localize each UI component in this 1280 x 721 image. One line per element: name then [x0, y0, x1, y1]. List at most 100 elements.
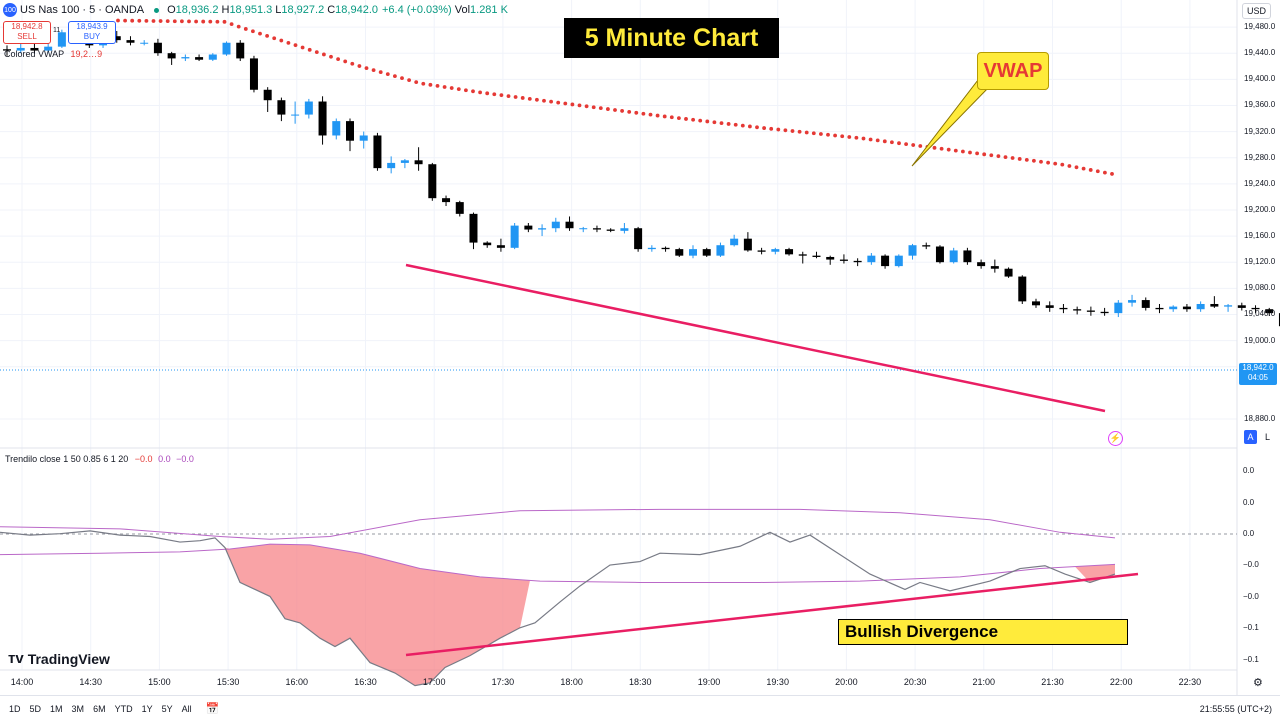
vwap-dot [591, 105, 596, 110]
current-price-tag: 18,942.0 04:05 [1239, 363, 1277, 385]
vwap-dot [996, 154, 1001, 159]
lightning-icon[interactable]: ⚡ [1108, 431, 1123, 446]
vwap-dot [939, 146, 944, 151]
candle-body [153, 42, 162, 54]
candle-body [647, 247, 656, 250]
vwap-dot [882, 139, 887, 144]
sell-price: 18,942.8 [11, 22, 43, 31]
time-tick-label: 17:00 [422, 677, 446, 687]
vwap-dot [215, 19, 220, 24]
candle-body [716, 245, 725, 256]
log-scale-button[interactable]: L [1264, 432, 1270, 442]
range-button[interactable]: 5Y [161, 703, 173, 714]
candle-body [702, 249, 711, 256]
candle-body [812, 255, 821, 257]
candle-body [1224, 305, 1233, 307]
vwap-dot [208, 19, 213, 24]
trendilo-title: Trendilo close 1 50 0.85 6 1 20 [5, 454, 129, 464]
vwap-indicator-legend[interactable]: Colored VWAP 19,2…9 [4, 49, 102, 59]
trendilo-legend[interactable]: Trendilo close 1 50 0.85 6 1 20 −0.0 0.0… [5, 454, 194, 464]
vwap-dot [1081, 166, 1086, 171]
chart-title-annotation: 5 Minute Chart [564, 18, 779, 58]
candle-body [771, 249, 780, 252]
candle-body [455, 202, 464, 214]
vwap-dot [613, 108, 617, 112]
range-button[interactable]: 5D [29, 703, 42, 714]
vwap-dot [258, 31, 262, 36]
vwap-dot [577, 103, 582, 108]
auto-scale-button[interactable]: A [1244, 430, 1257, 444]
vwap-dot [357, 64, 362, 68]
range-button[interactable]: YTD [114, 703, 133, 714]
buy-button[interactable]: 18,943.9 BUY [68, 21, 116, 44]
candle-body [400, 160, 409, 163]
calendar-icon[interactable]: 📅 [205, 703, 220, 715]
time-tick-label: 20:00 [835, 677, 858, 687]
vwap-dot [236, 24, 241, 29]
trendilo-oscillator-line [0, 530, 1116, 687]
range-button[interactable]: 1D [9, 703, 21, 714]
candle-body [592, 228, 601, 230]
time-tick-label: 21:30 [1041, 677, 1064, 687]
candle-body [922, 245, 931, 247]
vwap-dot [371, 68, 376, 72]
candle-body [1018, 276, 1027, 302]
symbol-icon: 100 [3, 3, 17, 17]
vwap-dot [1024, 157, 1029, 162]
candle-body [881, 255, 890, 267]
range-button[interactable]: 1M [50, 703, 63, 714]
settings-gear-icon[interactable]: ⚙ [1253, 677, 1263, 689]
price-tick-label: 18,880.0 [1244, 413, 1276, 423]
price-tick-label: 19,480.0 [1244, 22, 1276, 32]
vwap-dot [705, 119, 710, 124]
candle-body [332, 121, 341, 136]
vwap-dot [1074, 165, 1079, 170]
range-button[interactable]: 1Y [141, 703, 153, 714]
vwap-dot [144, 18, 149, 23]
vwap-dot [968, 150, 972, 155]
vwap-dot [407, 78, 411, 83]
range-button[interactable]: All [181, 703, 192, 714]
candle-body [304, 101, 313, 115]
vwap-dot [868, 137, 873, 142]
candle-body [167, 53, 176, 59]
tradingview-logo: ᴛᴠ TradingView [8, 650, 110, 667]
sell-button[interactable]: 18,942.8 SELL [3, 21, 51, 44]
vwap-dot [556, 100, 561, 105]
vwap-dot [684, 117, 688, 121]
candle-body [757, 250, 766, 252]
vwap-dot [229, 22, 234, 27]
vwap-dot [329, 54, 333, 59]
candle-body [1004, 268, 1013, 277]
range-button[interactable]: 6M [93, 703, 106, 714]
candle-body [867, 255, 876, 263]
candle-body [126, 40, 135, 43]
candle-body [414, 160, 423, 165]
vwap-dot [875, 138, 880, 143]
time-tick-label: 16:30 [354, 677, 377, 687]
range-button[interactable]: 3M [71, 703, 85, 714]
currency-selector[interactable]: USD [1242, 3, 1272, 19]
candle-body [894, 255, 903, 267]
vwap-dot [726, 122, 731, 126]
vwap-indicator-title: Colored VWAP [4, 49, 65, 59]
candle-body [208, 54, 217, 60]
candle-body [496, 245, 505, 248]
time-tick-label: 20:30 [903, 677, 927, 687]
symbol-title[interactable]: US Nas 100 · 5 · OANDA [20, 4, 145, 16]
time-tick-label: 18:30 [629, 677, 652, 687]
candle-body [195, 57, 204, 60]
candle-body [661, 247, 670, 250]
candle-body [222, 42, 231, 55]
candle-body [373, 135, 382, 169]
candle-body [620, 228, 629, 231]
spread-value: 11 [53, 27, 61, 34]
candle-body [236, 42, 245, 59]
candles-layer [3, 28, 1280, 327]
vwap-dot [1039, 159, 1043, 164]
price-tick-label: 19,280.0 [1244, 152, 1276, 162]
candle-body [16, 47, 25, 51]
vwap-dot [1010, 156, 1015, 160]
candle-body [44, 46, 53, 51]
